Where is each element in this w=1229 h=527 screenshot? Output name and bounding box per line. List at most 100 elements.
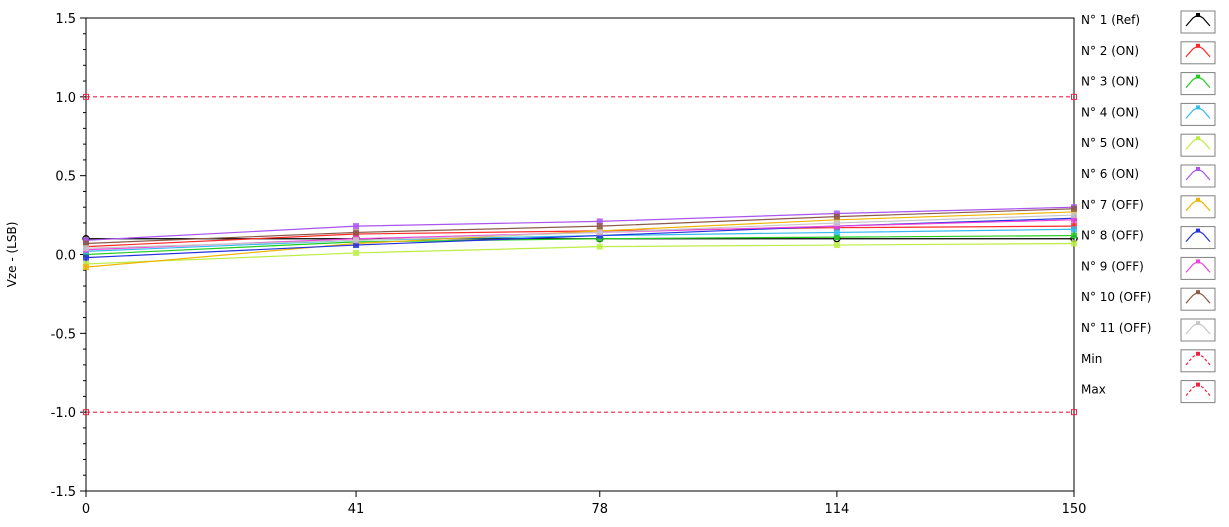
legend-swatch[interactable]	[1180, 41, 1216, 65]
x-tick-label: 114	[824, 502, 849, 517]
y-tick-label: 1.5	[55, 12, 76, 27]
data-point	[1071, 409, 1077, 416]
y-tick-label: 0.0	[55, 249, 76, 264]
x-tick-label: 150	[1062, 502, 1087, 517]
data-point	[596, 243, 603, 250]
legend-swatch[interactable]	[1180, 72, 1216, 96]
data-point	[83, 245, 89, 252]
data-point	[596, 235, 603, 242]
x-tick-label: 78	[591, 502, 608, 517]
y-tick-label: -1.0	[51, 406, 76, 421]
legend-item[interactable]: N° 5 (ON)	[1081, 133, 1216, 157]
legend-swatch-marker	[1196, 197, 1200, 202]
legend-swatch-marker	[1196, 228, 1200, 233]
data-point	[596, 232, 603, 239]
series-layer	[82, 93, 1078, 416]
data-point	[83, 237, 89, 244]
series-10	[83, 205, 1077, 247]
legend-swatch-marker	[1196, 290, 1200, 295]
data-point	[833, 210, 840, 217]
data-point	[83, 409, 89, 416]
legend-item[interactable]: N° 11 (OFF)	[1081, 318, 1216, 342]
legend-label: N° 2 (ON)	[1081, 44, 1139, 58]
legend-swatch-marker	[1196, 351, 1200, 356]
data-point	[1071, 226, 1077, 233]
series-11	[83, 212, 1077, 252]
legend-label: N° 9 (OFF)	[1081, 259, 1144, 273]
legend-swatch[interactable]	[1180, 349, 1216, 373]
data-point	[353, 242, 360, 249]
legend-swatch[interactable]	[1180, 318, 1216, 342]
legend-label: N° 1 (Ref)	[1081, 13, 1140, 27]
y-tick-label: 1.0	[55, 91, 76, 106]
legend-item[interactable]: N° 9 (OFF)	[1081, 256, 1216, 280]
data-point	[83, 93, 89, 100]
legend-label: N° 7 (OFF)	[1081, 198, 1144, 212]
data-point	[83, 240, 89, 247]
legend-item[interactable]: N° 3 (ON)	[1081, 72, 1216, 96]
legend-swatch[interactable]	[1180, 226, 1216, 250]
data-point	[833, 216, 840, 223]
data-point	[353, 223, 360, 230]
legend-swatch[interactable]	[1180, 380, 1216, 404]
legend[interactable]: N° 1 (Ref) N° 2 (ON) N° 3 (ON) N° 4 (ON) N° …	[1081, 10, 1216, 404]
legend-item[interactable]: N° 7 (OFF)	[1081, 195, 1216, 219]
legend-swatch-marker	[1196, 382, 1200, 387]
legend-swatch[interactable]	[1180, 256, 1216, 280]
legend-item[interactable]: Max	[1081, 380, 1216, 404]
legend-label: N° 10 (OFF)	[1081, 290, 1152, 304]
legend-item[interactable]: N° 6 (ON)	[1081, 164, 1216, 188]
x-tick-label: 0	[82, 502, 90, 517]
data-point	[596, 229, 603, 236]
legend-swatch[interactable]	[1180, 195, 1216, 219]
legend-item[interactable]: N° 4 (ON)	[1081, 102, 1216, 126]
data-point	[833, 223, 840, 230]
legend-swatch[interactable]	[1180, 164, 1216, 188]
data-point	[83, 264, 89, 271]
y-axis-title: Vze - (LSB)	[5, 222, 19, 288]
data-point	[1071, 205, 1077, 212]
data-point	[1071, 93, 1077, 100]
data-point	[596, 218, 603, 225]
series-13	[83, 93, 1077, 100]
legend-label: Max	[1081, 383, 1106, 397]
legend-swatch-marker	[1196, 43, 1200, 48]
data-point	[83, 251, 89, 258]
legend-item[interactable]: N° 2 (ON)	[1081, 41, 1216, 65]
legend-swatch[interactable]	[1180, 133, 1216, 157]
y-tick-label: -0.5	[51, 327, 76, 342]
data-point	[353, 229, 360, 236]
data-point	[1071, 208, 1077, 215]
data-point	[1071, 216, 1077, 223]
legend-label: N° 8 (OFF)	[1081, 229, 1144, 243]
data-point	[833, 213, 840, 220]
legend-swatch-marker	[1196, 167, 1200, 171]
legend-item[interactable]: N° 8 (OFF)	[1081, 226, 1216, 250]
legend-swatch-marker	[1196, 13, 1200, 17]
legend-swatch[interactable]	[1180, 10, 1216, 34]
series-5	[83, 240, 1077, 267]
data-point	[833, 229, 840, 236]
legend-label: N° 3 (ON)	[1081, 75, 1139, 89]
legend-swatch-marker	[1196, 136, 1200, 141]
legend-item[interactable]: N° 10 (OFF)	[1081, 287, 1216, 311]
y-axis: 1.5 1.0 0.5 0.0 -0.5 -1.0 -1.5	[51, 12, 86, 500]
x-tick-label: 41	[348, 502, 365, 517]
data-point	[353, 237, 360, 244]
data-point	[1071, 232, 1077, 239]
legend-label: N° 11 (OFF)	[1081, 321, 1152, 335]
legend-swatch-marker	[1196, 321, 1200, 325]
legend-label: N° 6 (ON)	[1081, 167, 1139, 181]
legend-label: N° 4 (ON)	[1081, 105, 1139, 119]
legend-swatch[interactable]	[1180, 102, 1216, 126]
data-point	[833, 219, 840, 226]
legend-label: N° 5 (ON)	[1081, 136, 1139, 150]
legend-item[interactable]: Min	[1081, 349, 1216, 373]
y-tick-label: -1.5	[51, 485, 76, 500]
data-point	[596, 223, 603, 230]
legend-swatch-marker	[1196, 74, 1200, 79]
x-axis: 0 41 78 114 150	[82, 491, 1087, 517]
legend-swatch[interactable]	[1180, 287, 1216, 311]
legend-item[interactable]: N° 1 (Ref)	[1081, 10, 1216, 34]
